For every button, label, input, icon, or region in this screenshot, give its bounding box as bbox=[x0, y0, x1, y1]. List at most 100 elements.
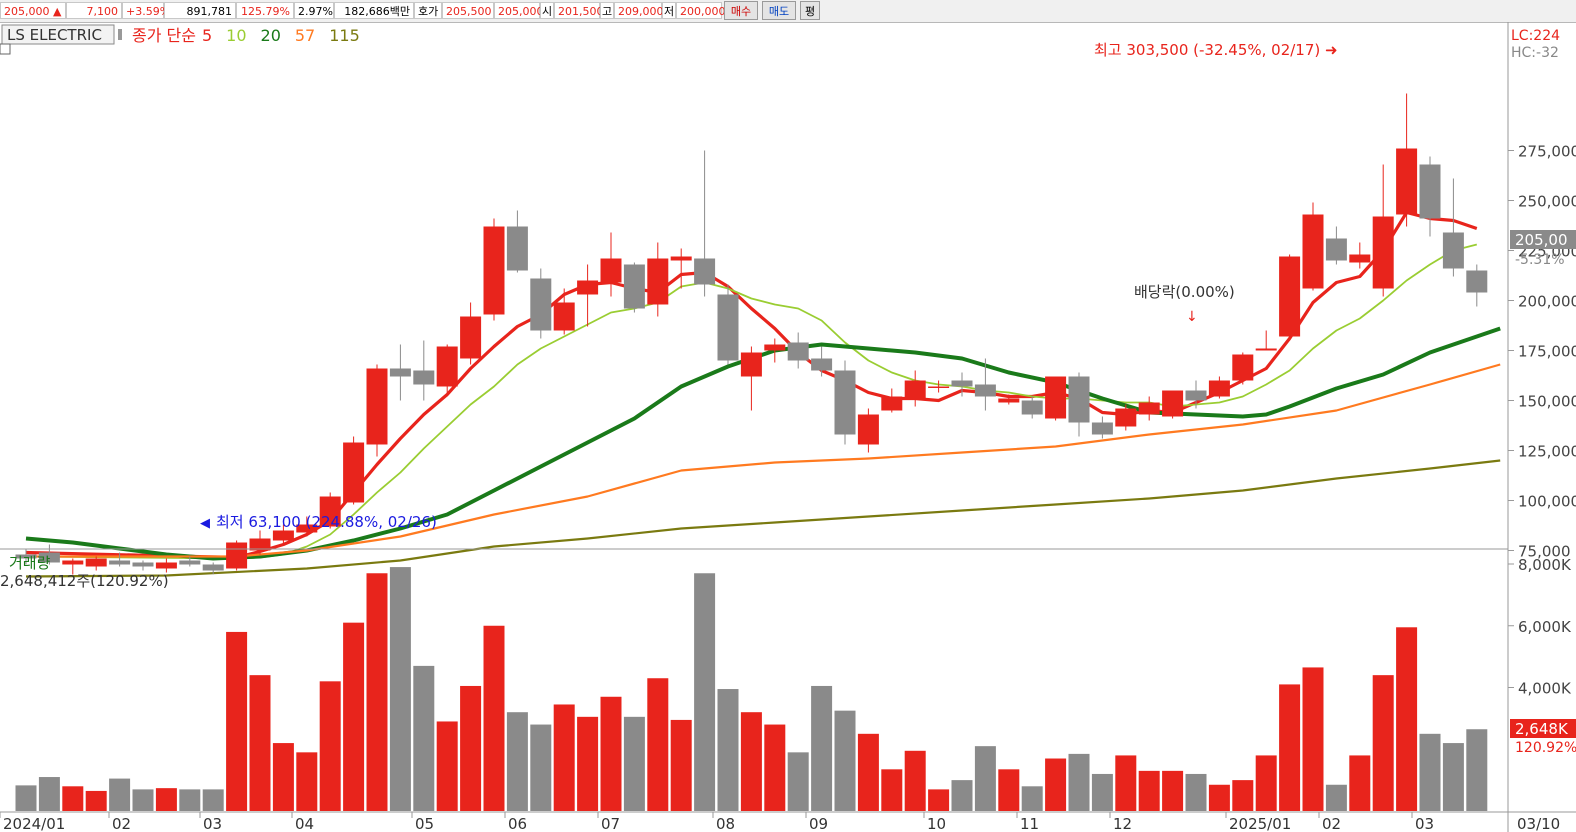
candle-down bbox=[1091, 422, 1113, 435]
candle-down bbox=[389, 368, 411, 377]
high-price: 209,000 bbox=[614, 2, 664, 19]
candle-up bbox=[366, 368, 388, 445]
volume-bar bbox=[1419, 733, 1441, 811]
price-tick-label: 125,000 bbox=[1518, 443, 1576, 461]
volume-tick-label: 6,000K bbox=[1518, 618, 1572, 636]
turnover-percent: 2.97% bbox=[294, 2, 334, 19]
volume-bar bbox=[764, 724, 786, 811]
stock-name-box[interactable] bbox=[1, 24, 115, 45]
current-price-label: 205,00 bbox=[1515, 231, 1568, 249]
volume-bar bbox=[647, 678, 669, 811]
low-annotation: 최저 63,100 (224.88%, 02/26) bbox=[216, 513, 437, 531]
candle-up bbox=[1138, 402, 1160, 415]
candle-down bbox=[811, 358, 833, 371]
volume-bar bbox=[1115, 755, 1137, 811]
candle-up bbox=[1208, 380, 1230, 397]
hc-label: HC:-32 bbox=[1511, 45, 1559, 61]
volume-bars bbox=[15, 567, 1488, 811]
volume-bar bbox=[389, 567, 411, 811]
price-tick-label: 250,000 bbox=[1518, 193, 1576, 211]
candle-up bbox=[85, 558, 107, 567]
candle-down bbox=[15, 554, 37, 559]
ma-10-line bbox=[25, 243, 1478, 560]
candle-down bbox=[530, 278, 552, 331]
volume-bar bbox=[460, 685, 482, 811]
bid-price: 205,000 bbox=[494, 2, 544, 19]
date-axis-labels: 2024/01 02 03 04 05 06 07 08 09 10 11 12 2025/01 02 03 bbox=[0, 812, 1434, 832]
volume-bar bbox=[506, 712, 528, 811]
price-tick-label: 175,000 bbox=[1518, 343, 1576, 361]
date-tick-label: 08 bbox=[716, 815, 735, 832]
lc-label: LC:224 bbox=[1511, 28, 1560, 44]
date-tick-label: 05 bbox=[415, 815, 434, 832]
volume-bar bbox=[1021, 786, 1043, 811]
price-tick-labels: 275,000250,000225,000200,000175,000150,0… bbox=[1518, 143, 1576, 561]
volume-ratio: 125.79% bbox=[236, 2, 294, 19]
legend-ma-5: 5 bbox=[202, 26, 212, 45]
buy-button[interactable]: 매수 bbox=[724, 1, 758, 20]
candle-up bbox=[226, 542, 248, 569]
volume-bar bbox=[577, 716, 599, 811]
candle-up bbox=[436, 346, 458, 387]
volume-bar bbox=[834, 710, 856, 811]
stock-chart[interactable]: LS ELECTRIC 종가 단순 5 10 20 57 115 최고 303,500 (… bbox=[0, 22, 1576, 832]
candle-down bbox=[1419, 164, 1441, 219]
volume-bar bbox=[1325, 784, 1347, 811]
date-tick-label: 10 bbox=[927, 815, 946, 832]
volume-bar bbox=[62, 786, 84, 811]
volume-value: 891,781 bbox=[164, 2, 236, 19]
volume-bar bbox=[132, 789, 154, 811]
volume-bar bbox=[1255, 755, 1277, 811]
volume-title: 거래량 bbox=[9, 554, 51, 572]
candle-up bbox=[1115, 408, 1137, 427]
candle-up bbox=[1396, 148, 1418, 215]
volume-bar bbox=[530, 724, 552, 811]
flat-button[interactable]: 평 bbox=[800, 1, 820, 20]
volume-bar bbox=[1396, 627, 1418, 811]
volume-bar bbox=[1372, 675, 1394, 811]
volume-bar bbox=[15, 785, 37, 811]
candle-up bbox=[740, 352, 762, 377]
volume-bar bbox=[1302, 667, 1324, 811]
volume-bar bbox=[1466, 729, 1488, 811]
panel-config-icon[interactable] bbox=[0, 43, 11, 55]
date-tick-label: 09 bbox=[809, 815, 828, 832]
candle-down bbox=[694, 258, 716, 285]
candle-up bbox=[343, 442, 365, 503]
volume-bar bbox=[1068, 753, 1090, 811]
volume-bar bbox=[249, 675, 271, 811]
date-tick-label: 03 bbox=[203, 815, 222, 832]
candle-down bbox=[951, 380, 973, 387]
candle-up bbox=[155, 562, 177, 569]
candle-down bbox=[623, 264, 645, 309]
current-volume-label: 2,648K bbox=[1515, 720, 1569, 738]
candle-up bbox=[249, 538, 271, 551]
volume-bar bbox=[1185, 773, 1207, 811]
volume-bar bbox=[343, 622, 365, 811]
candle-up bbox=[577, 280, 599, 295]
volume-bar bbox=[1091, 773, 1113, 811]
date-tick-label: 04 bbox=[295, 815, 314, 832]
volume-bar bbox=[1349, 755, 1371, 811]
volume-bar bbox=[623, 716, 645, 811]
current-percent-label: -5.31% bbox=[1515, 252, 1565, 268]
volume-tick-label: 8,000K bbox=[1518, 556, 1572, 574]
low-price: 200,000 bbox=[676, 2, 726, 19]
candle-down bbox=[974, 384, 996, 397]
candle-up bbox=[1302, 214, 1324, 289]
candle-up bbox=[483, 226, 505, 315]
candle-up bbox=[904, 380, 926, 399]
volume-bar bbox=[1045, 758, 1067, 811]
current-volume-box bbox=[1510, 719, 1576, 738]
volume-bar bbox=[1442, 743, 1464, 811]
date-tick-label: 06 bbox=[508, 815, 527, 832]
current-date-label: 03/10 bbox=[1517, 815, 1560, 832]
date-tick-label: 03 bbox=[1415, 815, 1434, 832]
current-price-box bbox=[1510, 230, 1576, 249]
volume-bar bbox=[109, 778, 131, 811]
open-price: 201,500 bbox=[554, 2, 604, 19]
sell-button[interactable]: 매도 bbox=[762, 1, 796, 20]
chart-grid bbox=[1508, 150, 1514, 688]
change-percent: +3.59% bbox=[122, 2, 170, 19]
volume-bar bbox=[951, 780, 973, 811]
